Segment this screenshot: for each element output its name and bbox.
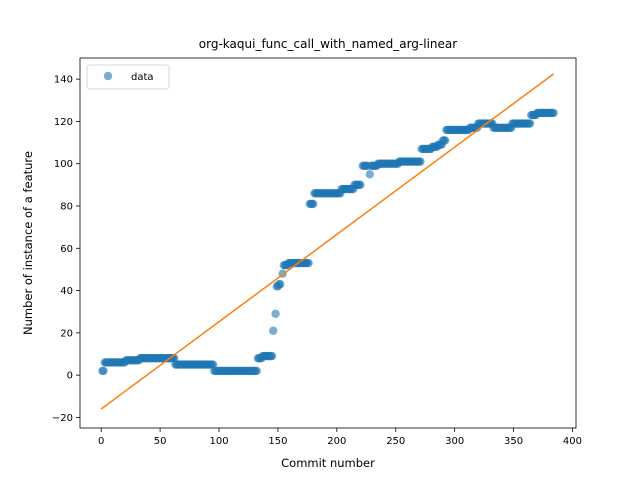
legend: data: [86, 64, 170, 90]
x-axis-label: Commit number: [281, 456, 375, 470]
data-point: [416, 157, 425, 166]
data-point: [252, 366, 261, 376]
axes: 0 50 100 150 200 250 300 350 400 −20 0 20 40 60 80 100 1…: [52, 57, 582, 447]
plot-frame: [79, 57, 577, 429]
data-point: [525, 119, 535, 128]
legend-label: data: [131, 72, 154, 83]
y-tick-label: 120: [54, 117, 73, 128]
x-tick-label: 150: [268, 436, 287, 447]
fit-line: [100, 73, 555, 410]
data-point: [304, 258, 313, 268]
y-tick-label: 40: [60, 286, 73, 297]
x-tick-label: 300: [445, 436, 464, 447]
data-point: [309, 199, 318, 209]
data-point: [441, 136, 450, 145]
y-axis-label: Number of instance of a feature: [21, 151, 35, 335]
y-tick-label: 100: [54, 159, 73, 170]
data-point: [99, 366, 108, 376]
data-point: [267, 351, 277, 361]
x-tick-label: 50: [154, 436, 167, 447]
x-tick-label: 400: [563, 436, 582, 447]
data-point: [356, 180, 365, 190]
data-point: [208, 360, 218, 369]
y-tick-label: 140: [54, 75, 73, 86]
y-tick-label: 20: [60, 328, 73, 339]
data-point: [276, 280, 285, 289]
x-tick-label: 250: [386, 436, 405, 447]
x-tick-label: 100: [209, 436, 228, 447]
y-tick-label: 60: [60, 244, 73, 255]
chart-title: org-kaqui_func_call_with_named_arg-linea…: [199, 37, 457, 51]
x-tick-label: 0: [98, 436, 104, 447]
plot-area: [98, 73, 558, 410]
x-tick-label: 350: [504, 436, 523, 447]
data-point: [549, 108, 558, 118]
legend-marker: [103, 71, 113, 81]
y-tick-label: −20: [52, 413, 73, 424]
data-point: [269, 326, 278, 335]
y-tick-label: 80: [60, 202, 73, 213]
x-tick-label: 200: [327, 436, 346, 447]
data-point: [271, 309, 280, 319]
legend-box: [86, 64, 170, 90]
data-point: [365, 170, 375, 179]
y-tick-label: 0: [67, 371, 73, 382]
